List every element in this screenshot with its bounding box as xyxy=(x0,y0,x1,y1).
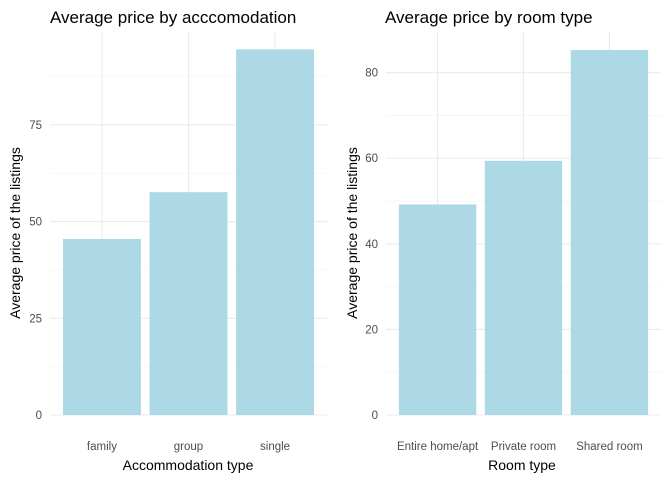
y-tick-label: 40 xyxy=(365,239,378,251)
chart-title: Average price by acccomodation xyxy=(50,8,296,27)
y-axis-title: Average price of the listings xyxy=(7,147,23,319)
x-axis-title: Room type xyxy=(488,457,556,473)
x-tick-labels: family group single xyxy=(87,441,290,453)
bars xyxy=(398,49,649,416)
x-tick-label: single xyxy=(260,441,290,453)
bar-private-room xyxy=(484,160,563,415)
bars xyxy=(62,49,315,416)
x-axis-title: Accommodation type xyxy=(123,457,254,473)
y-tick-label: 0 xyxy=(36,410,42,422)
y-tick-labels: 0 25 50 75 xyxy=(29,120,42,422)
y-tick-label: 20 xyxy=(365,324,378,336)
bar-single xyxy=(236,49,315,416)
y-tick-label: 25 xyxy=(29,313,42,325)
y-tick-label: 0 xyxy=(372,410,378,422)
x-tick-label: Private room xyxy=(491,441,556,453)
y-tick-label: 60 xyxy=(365,153,378,165)
x-tick-label: family xyxy=(87,441,117,453)
bar-group xyxy=(149,192,228,415)
y-tick-labels: 0 20 40 60 80 xyxy=(365,68,378,422)
bar-shared-room xyxy=(570,49,649,416)
chart-title: Average price by room type xyxy=(385,8,593,27)
panel-accommodation: Average price by acccomodation 0 25 50 75 f… xyxy=(7,8,327,473)
x-tick-label: Entire home/apt xyxy=(397,441,479,453)
x-tick-label: Shared room xyxy=(576,441,642,453)
y-tick-label: 80 xyxy=(365,68,378,80)
bar-entire-home-apt xyxy=(398,204,477,415)
bar-family xyxy=(62,238,141,415)
x-tick-labels: Entire home/apt Private room Shared room xyxy=(397,441,643,453)
y-axis-title: Average price of the listings xyxy=(344,147,360,319)
y-tick-label: 50 xyxy=(29,217,42,229)
y-tick-label: 75 xyxy=(29,120,42,132)
x-tick-label: group xyxy=(174,441,203,453)
panel-room-type: Average price by room type 0 20 40 60 80 Ent… xyxy=(344,8,661,473)
